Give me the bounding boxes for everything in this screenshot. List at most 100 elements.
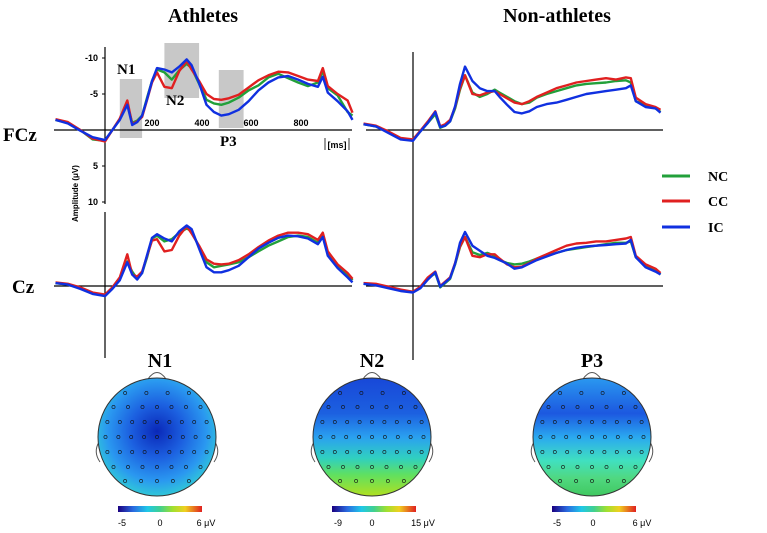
electrode-dot [357,435,362,439]
electrode-dot [105,450,110,454]
electrode-dot [144,391,149,395]
electrode-dot [600,391,605,395]
electrode-dot [413,405,418,409]
electrode-dot [627,420,632,424]
scalp-map-n1 [97,377,217,497]
electrode-dot [105,420,110,424]
electrode-dot [602,420,607,424]
electrode-dot [204,450,209,454]
electrode-dot [538,435,543,439]
axes [54,47,663,360]
electrode-dot [331,435,336,439]
electrode-dot [129,435,134,439]
y-axis-label: Amplitude (μV) [71,165,80,222]
electrode-dot [345,420,350,424]
colorbar-min-n2: -9 [334,518,342,528]
electrode-dot [382,435,387,439]
electrode-dot [395,435,400,439]
colorbar-min-p3: -5 [553,518,561,528]
topomap-n2 [310,372,434,497]
series-ic-athletes-fcz [55,58,354,142]
electrode-dot [385,479,390,483]
electrode-dot [540,450,545,454]
x-tick-label: 600 [243,118,258,128]
electrode-dot [399,405,403,409]
electrode-dot [574,479,579,483]
electrode-dot [622,479,626,483]
electrode-dot [126,405,130,409]
colorbar-n1 [118,506,202,512]
nose-outline [362,372,382,380]
electrode-dot [326,405,331,409]
electrode-dot [394,450,399,454]
electrode-dot [577,435,582,439]
electrode-dot [179,450,184,454]
scalp-map-n2 [312,377,432,497]
y-tick-label: 10 [88,197,98,207]
electrode-dot [338,479,343,483]
electrode-dot [142,420,147,424]
electrode-dot [602,450,607,454]
colorbar-mid-n2: 0 [369,518,374,528]
electrode-dot [615,435,620,439]
electrode-dot [614,420,619,424]
electrode-dot [142,435,147,439]
electrode-dot [407,450,412,454]
electrode-dot [399,465,403,469]
electrode-dot [206,435,211,439]
electrode-dot [577,450,582,454]
electrode-dot [123,479,128,483]
electrode-dot [155,465,159,469]
colorbar-p3 [552,506,636,512]
electrode-dot [140,405,145,409]
topomap-p3 [530,372,654,497]
electrode-dot [370,420,374,424]
electrode-dot [184,405,188,409]
electrode-dot [179,420,184,424]
x-tick-label: 400 [194,118,209,128]
electrode-dot [401,391,406,395]
electrode-dot [126,465,130,469]
electrode-dot [419,420,424,424]
series-ic-non-athletes-fcz [363,65,662,143]
electrode-dot [546,405,551,409]
electrode-dot [155,450,159,454]
electrode-dot [421,435,426,439]
electrodes-n1 [103,391,211,483]
electrode-dot [639,450,644,454]
x-ticks: 200 400 600 800 [ms] [144,118,350,150]
electrode-dot [565,420,570,424]
electrode-dot [318,435,323,439]
colorbar-n2 [332,506,416,512]
electrode-dot [117,450,122,454]
electrode-dot [546,465,551,469]
electrode-dot [628,435,633,439]
electrode-dot [551,435,556,439]
colorbars: -5 0 6 μV -9 0 15 μV -5 0 6 μV [118,506,651,528]
electrode-dot [633,465,638,469]
colorbar-max-n1: 6 μV [197,518,216,528]
electrode-dot [155,435,159,439]
electrode-dot [590,450,594,454]
electrode-dot [338,391,343,395]
electrode-dot [357,420,362,424]
electrode-dot [117,420,122,424]
scalp-map-p3 [532,377,652,497]
electrode-dot [407,420,412,424]
electrode-dot [167,435,172,439]
erp-waveforms [55,58,662,298]
electrode-dot [603,435,607,439]
legend: NC CC IC [662,170,728,236]
electrode-dot [204,420,209,424]
electrode-dot [619,405,623,409]
title-non-athletes: Non-athletes [503,5,611,27]
nose-outline [147,372,167,380]
y-tick-label: 5 [93,161,98,171]
electrode-dot [384,465,389,469]
electrode-dot [357,450,362,454]
electrode-dot [192,450,197,454]
electrode-dot [142,450,147,454]
electrode-dot [170,479,175,483]
electrode-dot [590,479,594,483]
electrode-dot [320,450,325,454]
